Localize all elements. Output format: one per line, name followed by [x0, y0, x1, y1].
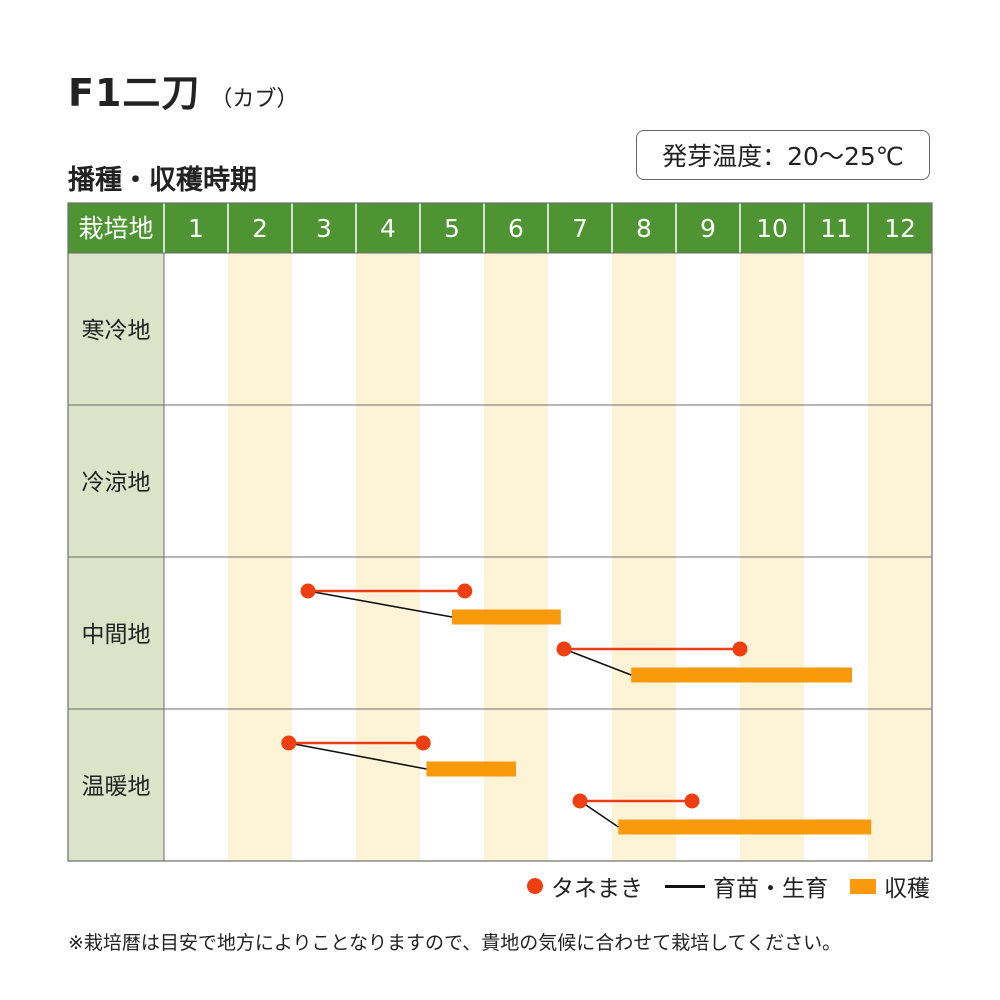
legend-seedling-label: 育苗・生育 — [713, 876, 828, 902]
table-border — [67, 202, 933, 862]
seedling-line — [579, 800, 619, 828]
chart-subtitle: 播種・収穫時期 — [68, 165, 257, 196]
sowing-end-dot — [732, 641, 748, 657]
month-label-12: 12 — [884, 214, 916, 243]
sowing-start-dot — [556, 641, 572, 657]
region-label: 冷涼地 — [82, 470, 151, 496]
harvest-bar — [618, 819, 872, 835]
corner-label: 栽培地 — [78, 214, 153, 243]
header-band — [68, 203, 932, 253]
month-label-3: 3 — [316, 214, 332, 243]
sowing-start-dot — [300, 583, 316, 599]
sowing-end-dot — [457, 583, 473, 599]
month-label-4: 4 — [380, 214, 396, 243]
legend-sowing: タネまき — [527, 869, 643, 903]
legend-sowing-label: タネまき — [551, 876, 643, 902]
legend-harvest: 収穫 — [850, 869, 930, 903]
legend: タネまき 育苗・生育 収穫 — [527, 870, 930, 902]
month-label-6: 6 — [508, 214, 524, 243]
legend-harvest-label: 収穫 — [884, 876, 930, 902]
harvest-bar — [631, 667, 852, 683]
month-label-9: 9 — [700, 214, 716, 243]
sowing-dot-icon — [527, 878, 543, 894]
product-category: （カブ） — [210, 87, 299, 112]
harvest-bar-icon — [850, 878, 876, 894]
seedling-line — [288, 742, 427, 770]
product-name: F1二刀 — [68, 71, 201, 115]
harvest-bar — [452, 609, 561, 625]
seedling-line — [563, 648, 632, 676]
page-title: F1二刀 （カブ） — [68, 62, 298, 118]
germination-temperature-badge: 発芽温度：20～25℃ — [636, 130, 930, 180]
month-label-7: 7 — [572, 214, 588, 243]
region-label: 寒冷地 — [82, 318, 151, 344]
seedling-line — [307, 590, 453, 618]
sowing-end-dot — [684, 793, 700, 809]
sowing-start-dot — [281, 735, 297, 751]
month-label-10: 10 — [756, 214, 788, 243]
region-label: 中間地 — [82, 622, 151, 648]
sowing-end-dot — [415, 735, 431, 751]
month-label-2: 2 — [252, 214, 268, 243]
harvest-bar — [426, 761, 516, 777]
sowing-start-dot — [572, 793, 588, 809]
month-label-8: 8 — [636, 214, 652, 243]
footnote: ※栽培暦は目安で地方によりことなりますので、貴地の気候に合わせて栽培してください… — [68, 932, 842, 954]
seedling-line-icon — [665, 884, 705, 888]
legend-seedling: 育苗・生育 — [665, 869, 828, 903]
month-label-1: 1 — [188, 214, 204, 243]
month-label-5: 5 — [444, 214, 460, 243]
region-label: 温暖地 — [82, 774, 151, 800]
month-label-11: 11 — [820, 214, 852, 243]
